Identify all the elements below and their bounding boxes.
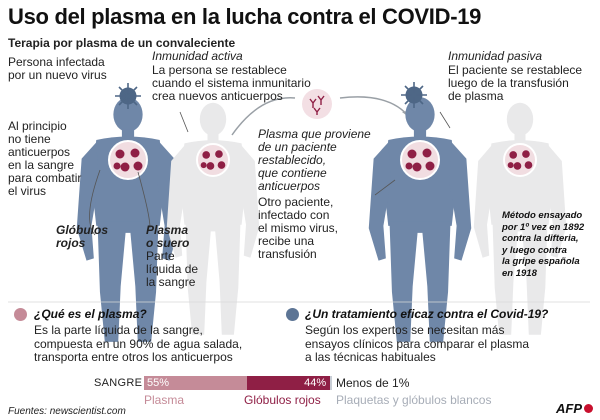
red-cells-label: Glóbulos rojos — [56, 223, 108, 250]
receiving-patient-figure — [368, 97, 472, 342]
other-pct-label: Menos de 1% — [336, 376, 410, 390]
infected-person-figure — [76, 97, 180, 342]
legend-plasma: Plasma — [144, 393, 185, 407]
no-antibodies-label: Al principio no tiene anticuerpos en la … — [8, 119, 82, 198]
blood-bar-label: SANGRE — [94, 377, 143, 389]
method-note: Método ensayado por 1º vez en 1892 contr… — [502, 210, 585, 279]
plasma-dot-icon — [14, 308, 27, 321]
legend-other: Plaquetas y glóbulos blancos — [336, 393, 492, 407]
q2-title: ¿Un tratamiento eficaz contra el Covid-1… — [305, 307, 549, 321]
other-segment — [330, 376, 332, 390]
q1-body: Es la parte líquida de la sangre, compue… — [34, 323, 243, 364]
treatment-dot-icon — [286, 308, 299, 321]
recovered-person-figure — [166, 102, 260, 335]
blood-bar: 55% 44% — [144, 376, 332, 390]
passive-immunity-desc: El paciente se restablece luego de la tr… — [448, 63, 583, 103]
afp-dot-icon — [584, 404, 593, 413]
pointer-lines — [89, 111, 451, 236]
plasma-label: Plasma o suero — [146, 223, 190, 250]
q2-body: Según los expertos se necesitan más ensa… — [305, 323, 530, 364]
active-immunity-desc: La persona se restablece cuando el siste… — [152, 63, 311, 103]
infected-label: Persona infectada por un nuevo virus — [8, 55, 107, 82]
passive-immunity-title: Inmunidad pasiva — [448, 49, 543, 63]
passive-recovered-figure — [473, 102, 567, 335]
afp-logo-text: AFP — [556, 401, 582, 416]
afp-logo: AFP — [556, 401, 593, 416]
red-cells-segment: 44% — [247, 376, 331, 390]
red-cells-pct: 44% — [304, 377, 327, 389]
q1-title: ¿Qué es el plasma? — [34, 307, 147, 321]
source-note: Fuentes: newscientist.com — [8, 406, 126, 417]
page-title: Uso del plasma en la lucha contra el COV… — [8, 4, 482, 29]
page-subtitle: Terapia por plasma de un convaleciente — [8, 36, 236, 50]
other-patient-label: Otro paciente, infectado con el mismo vi… — [258, 195, 339, 261]
active-immunity-title: Inmunidad activa — [152, 49, 243, 63]
plasma-pct: 55% — [147, 377, 170, 389]
plasma-segment: 55% — [144, 376, 248, 390]
plasma-desc: Parte líquida de la sangre — [146, 249, 199, 289]
antibodies-icon — [302, 89, 332, 119]
legend-red-cells: Glóbulos rojos — [244, 393, 321, 407]
plasma-source-label: Plasma que proviene de un paciente resta… — [258, 127, 371, 193]
